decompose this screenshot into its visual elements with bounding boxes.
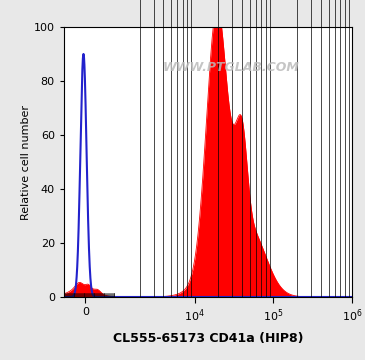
X-axis label: CL555-65173 CD41a (HIP8): CL555-65173 CD41a (HIP8) — [113, 332, 303, 345]
Text: WWW.PTGLAB.COM: WWW.PTGLAB.COM — [163, 61, 300, 74]
Y-axis label: Relative cell number: Relative cell number — [21, 104, 31, 220]
